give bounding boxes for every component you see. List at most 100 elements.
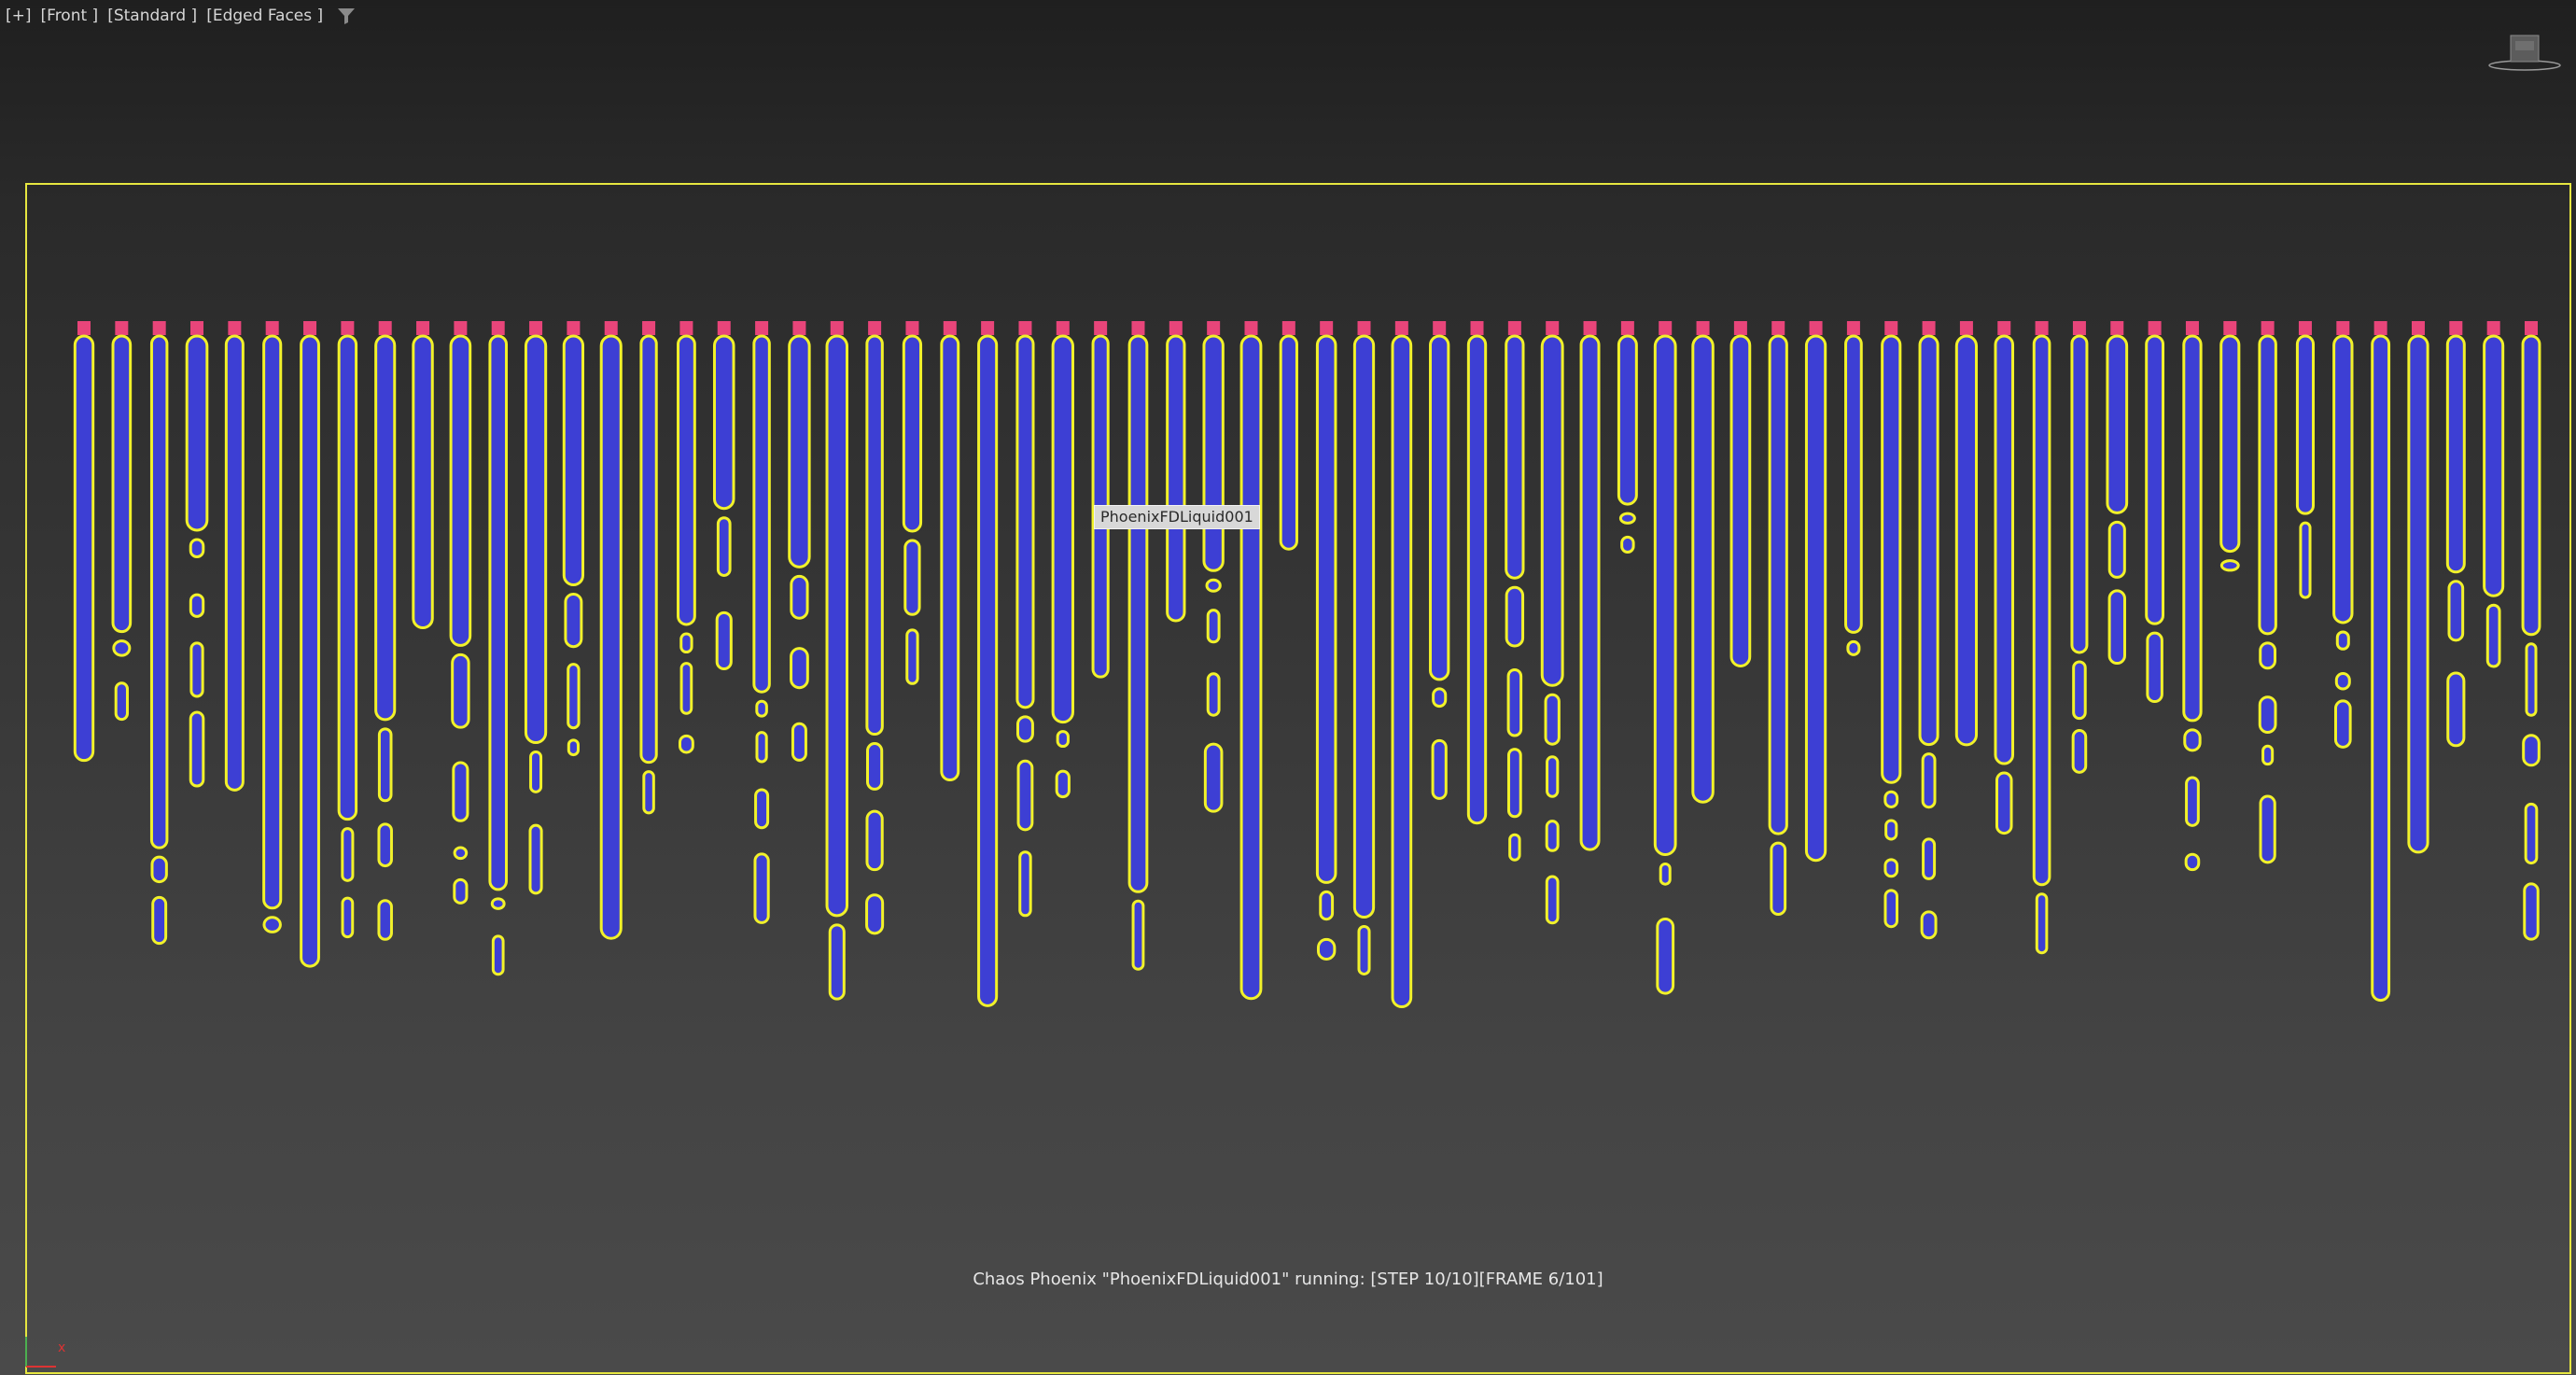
liquid-droplet: [1883, 889, 1898, 929]
viewport-menu-button[interactable]: [+]: [6, 7, 32, 25]
liquid-stream: [2295, 334, 2316, 515]
liquid-droplet: [1656, 917, 1675, 995]
liquid-stream: [562, 334, 585, 586]
liquid-droplet: [1018, 850, 1032, 918]
liquid-stream: [1127, 334, 1149, 893]
liquid-emitter: [1884, 321, 1898, 335]
shading-mode-label[interactable]: [Standard ]: [107, 7, 198, 25]
liquid-emitter: [2223, 321, 2237, 335]
liquid-stream: [2070, 334, 2089, 654]
liquid-droplet: [341, 896, 355, 939]
liquid-droplet: [865, 809, 884, 872]
liquid-droplet: [755, 731, 768, 764]
liquid-droplet: [679, 632, 693, 654]
liquid-stream: [337, 334, 358, 821]
liquid-emitter: [981, 321, 995, 335]
edged-faces-label[interactable]: [Edged Faces ]: [206, 7, 324, 25]
liquid-stream: [1352, 334, 1376, 919]
liquid-droplet: [1620, 535, 1635, 554]
liquid-stream: [1617, 334, 1638, 506]
liquid-droplet: [377, 899, 393, 941]
liquid-emitter: [529, 321, 543, 335]
liquid-droplet: [1131, 899, 1145, 971]
liquid-stream: [2106, 334, 2129, 514]
liquid-stream: [1466, 334, 1488, 825]
liquid-emitter: [2449, 321, 2463, 335]
liquid-emitter: [1433, 321, 1447, 335]
liquid-droplet: [790, 574, 809, 620]
liquid-emitter: [1320, 321, 1334, 335]
liquid-stream: [185, 334, 209, 532]
liquid-droplet: [1206, 609, 1221, 644]
liquid-droplet: [1659, 863, 1672, 886]
liquid-droplet: [903, 539, 921, 616]
liquid-stream: [1994, 334, 2015, 765]
liquid-emitter: [2185, 321, 2199, 335]
liquid-stream: [2032, 334, 2051, 887]
liquid-droplet: [377, 727, 393, 803]
liquid-droplet: [1505, 585, 1525, 648]
liquid-droplet: [189, 538, 205, 558]
liquid-droplet: [2259, 641, 2277, 670]
liquid-stream: [111, 334, 133, 634]
liquid-stream: [488, 334, 509, 891]
liquid-emitter: [2298, 321, 2312, 335]
liquid-droplet: [567, 738, 580, 757]
liquid-emitter: [77, 321, 91, 335]
liquid-stream: [1202, 334, 1225, 572]
liquid-stream: [1540, 334, 1564, 687]
view-type-label[interactable]: [Front ]: [40, 7, 99, 25]
liquid-droplet: [1922, 837, 1937, 880]
liquid-emitter: [2072, 321, 2086, 335]
liquid-droplet: [1544, 693, 1561, 746]
liquid-droplet: [2299, 521, 2312, 599]
liquid-stream: [940, 334, 960, 782]
liquid-stream: [677, 334, 696, 626]
liquid-stream: [1279, 334, 1298, 551]
filter-funnel-icon[interactable]: [336, 7, 357, 25]
liquid-droplet: [2522, 734, 2541, 767]
liquid-emitter: [1771, 321, 1785, 335]
liquid-emitter: [717, 321, 731, 335]
object-name-tooltip: PhoenixFDLiquid001: [1094, 505, 1260, 529]
liquid-droplet: [2447, 580, 2465, 642]
liquid-droplet: [189, 593, 205, 618]
liquid-stream: [1315, 334, 1337, 884]
liquid-emitter: [642, 321, 656, 335]
liquid-stream: [1844, 334, 1863, 634]
liquid-emitter: [1997, 321, 2011, 335]
liquid-stream: [2371, 334, 2391, 1003]
liquid-droplet: [491, 934, 505, 976]
liquid-stream: [1804, 334, 1827, 863]
liquid-droplet: [2261, 744, 2275, 766]
liquid-stream: [2258, 334, 2277, 636]
liquid-emitter: [604, 321, 618, 335]
liquid-emitter: [905, 321, 919, 335]
liquid-droplet: [2334, 672, 2351, 691]
liquid-droplet: [1357, 925, 1371, 975]
liquid-emitter: [2035, 321, 2049, 335]
liquid-droplet: [790, 647, 809, 690]
liquid-stream: [639, 334, 658, 765]
liquid-emitter: [1846, 321, 1860, 335]
liquid-stream: [752, 334, 771, 694]
liquid-emitter: [1659, 321, 1673, 335]
liquid-emitter: [1696, 321, 1710, 335]
liquid-stream: [825, 334, 849, 918]
liquid-droplet: [2107, 520, 2126, 579]
liquid-emitter: [1546, 321, 1560, 335]
simulation-status-text: Chaos Phoenix "PhoenixFDLiquid001" runni…: [973, 1270, 1603, 1289]
viewcube-icon[interactable]: [2483, 28, 2567, 75]
liquid-droplet: [2035, 892, 2049, 955]
liquid-droplet: [1205, 578, 1222, 593]
liquid-stream: [1954, 334, 1979, 747]
liquid-stream: [1239, 334, 1263, 1001]
liquid-emitter: [1244, 321, 1258, 335]
liquid-droplet: [2072, 660, 2087, 721]
liquid-droplet: [2335, 630, 2350, 651]
simulator-bounding-box[interactable]: [25, 183, 2571, 1374]
liquid-droplet: [1432, 687, 1448, 709]
liquid-droplet: [1883, 858, 1899, 878]
liquid-stream: [1166, 334, 1186, 623]
